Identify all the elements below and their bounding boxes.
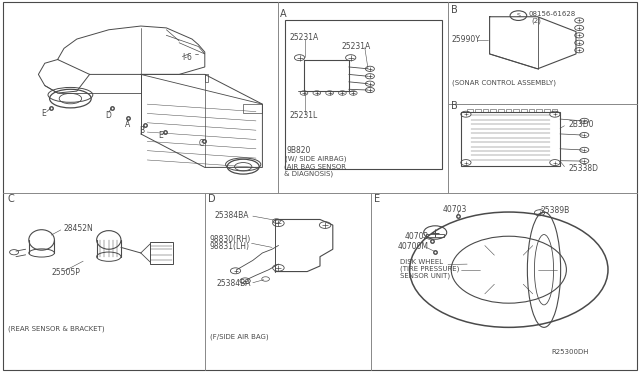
Text: 08156-61628: 08156-61628: [529, 11, 576, 17]
Text: 40702: 40702: [405, 232, 429, 241]
Bar: [150, 242, 173, 264]
Bar: [529, 109, 534, 112]
Text: E: E: [159, 131, 163, 140]
Text: 25505P: 25505P: [51, 268, 80, 277]
Text: 25384BA: 25384BA: [214, 211, 249, 220]
Text: E: E: [374, 194, 381, 204]
Text: R25300DH: R25300DH: [551, 349, 589, 355]
Text: (TIRE PRESSURE): (TIRE PRESSURE): [400, 266, 460, 272]
Text: 28452N: 28452N: [64, 224, 93, 233]
Bar: [285, 20, 442, 169]
Text: E: E: [42, 109, 46, 118]
Text: (AIR BAG SENSOR: (AIR BAG SENSOR: [284, 163, 346, 170]
Bar: [506, 109, 511, 112]
Text: S: S: [516, 13, 520, 18]
Bar: [490, 109, 496, 112]
Bar: [513, 109, 519, 112]
Bar: [544, 109, 550, 112]
Text: 25389B: 25389B: [541, 206, 570, 215]
Bar: [521, 109, 527, 112]
Text: D: D: [208, 194, 216, 204]
Text: 98831(LH): 98831(LH): [210, 242, 250, 251]
Text: (2): (2): [532, 17, 541, 24]
Text: 40700M: 40700M: [398, 242, 429, 251]
Text: 25990Y: 25990Y: [452, 35, 481, 44]
Text: 9B820: 9B820: [287, 146, 311, 155]
Text: B: B: [451, 6, 458, 15]
Text: B: B: [451, 101, 458, 111]
Bar: [243, 104, 262, 113]
Bar: [475, 109, 481, 112]
Bar: [483, 109, 488, 112]
Text: 25338D: 25338D: [568, 164, 598, 173]
Text: 25231A: 25231A: [290, 33, 319, 42]
Text: DISK WHEEL: DISK WHEEL: [400, 259, 443, 265]
Text: 25384BA: 25384BA: [216, 279, 251, 288]
Text: C: C: [8, 194, 15, 204]
Bar: [467, 109, 473, 112]
Text: B: B: [140, 126, 145, 135]
Text: A: A: [125, 120, 130, 129]
Text: 40703: 40703: [443, 205, 467, 214]
Bar: [461, 112, 560, 166]
Bar: [498, 109, 504, 112]
Text: I-6: I-6: [182, 53, 192, 62]
Text: 25231A: 25231A: [342, 42, 371, 51]
Text: (REAR SENSOR & BRACKET): (REAR SENSOR & BRACKET): [8, 326, 104, 333]
Text: D: D: [106, 111, 111, 120]
Bar: [536, 109, 542, 112]
Text: C: C: [198, 139, 204, 148]
Text: 25231L: 25231L: [290, 111, 318, 120]
Text: (F/SIDE AIR BAG): (F/SIDE AIR BAG): [210, 333, 269, 340]
Text: A: A: [280, 9, 287, 19]
Bar: [552, 109, 557, 112]
Text: SENSOR UNIT): SENSOR UNIT): [400, 272, 450, 279]
Text: (SONAR CONTROL ASSEMBLY): (SONAR CONTROL ASSEMBLY): [452, 79, 556, 86]
Text: 98830(RH): 98830(RH): [210, 235, 251, 244]
Bar: [205, 74, 208, 82]
Bar: [426, 234, 444, 237]
Text: (W/ SIDE AIRBAG): (W/ SIDE AIRBAG): [285, 155, 346, 162]
Text: & DIAGNOSIS): & DIAGNOSIS): [284, 170, 333, 177]
Text: 2B3D0: 2B3D0: [568, 120, 594, 129]
